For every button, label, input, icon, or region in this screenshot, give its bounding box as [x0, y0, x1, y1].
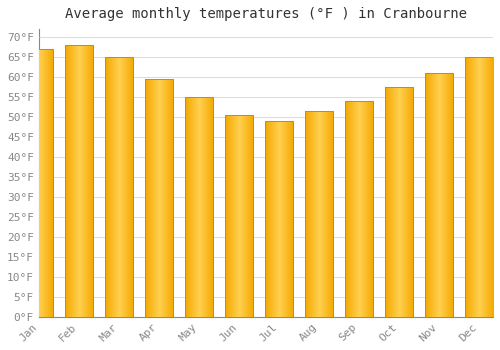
Bar — [385, 87, 413, 317]
Bar — [385, 87, 413, 317]
Bar — [105, 57, 133, 317]
Bar — [305, 111, 333, 317]
Bar — [425, 73, 453, 317]
Bar — [145, 79, 173, 317]
Bar — [65, 45, 93, 317]
Bar — [265, 121, 293, 317]
Bar — [25, 49, 53, 317]
Bar — [465, 57, 493, 317]
Bar — [345, 101, 373, 317]
Bar — [225, 115, 253, 317]
Bar — [185, 97, 213, 317]
Bar — [265, 121, 293, 317]
Bar — [345, 101, 373, 317]
Bar — [185, 97, 213, 317]
Bar — [105, 57, 133, 317]
Bar — [305, 111, 333, 317]
Bar — [225, 115, 253, 317]
Title: Average monthly temperatures (°F ) in Cranbourne: Average monthly temperatures (°F ) in Cr… — [65, 7, 467, 21]
Bar — [465, 57, 493, 317]
Bar — [145, 79, 173, 317]
Bar — [65, 45, 93, 317]
Bar — [25, 49, 53, 317]
Bar — [425, 73, 453, 317]
